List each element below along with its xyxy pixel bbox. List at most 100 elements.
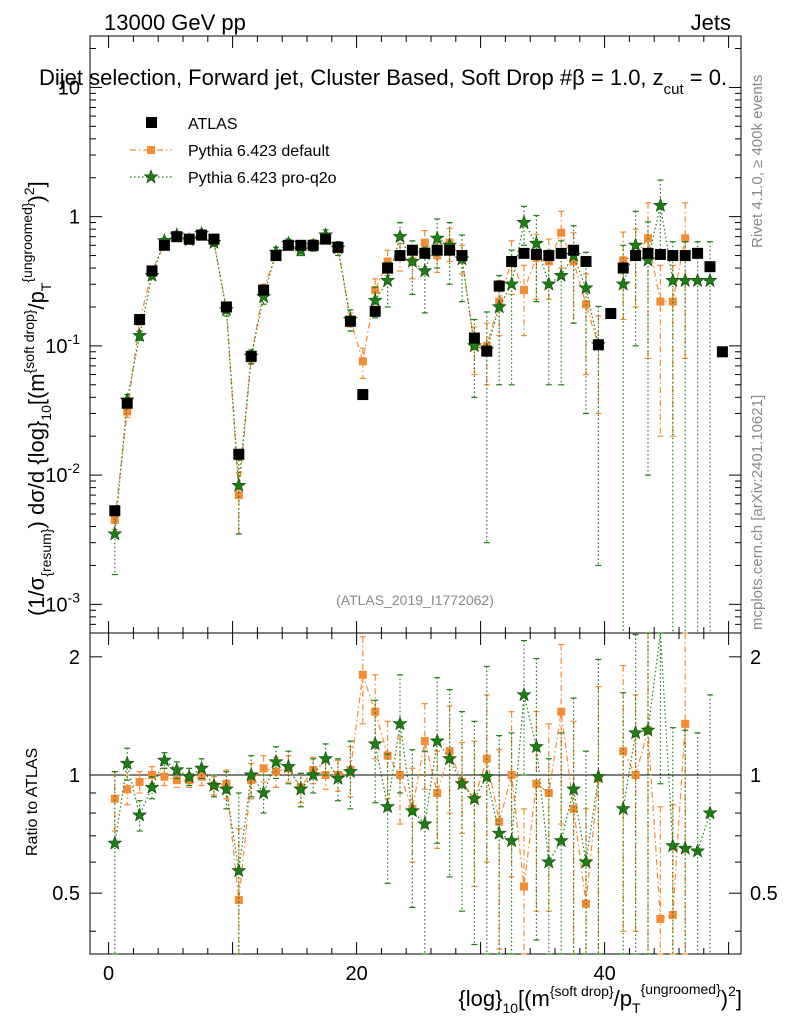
atlas-point [394, 250, 406, 262]
default-series-point [668, 297, 677, 306]
atlas-point [679, 250, 691, 262]
ratio-default-point [681, 719, 690, 728]
ratio-y-tick-label-right: 0.5 [750, 883, 778, 905]
ratio-default-point [110, 794, 119, 803]
ratio-proq2o-point [330, 770, 346, 785]
ratio-proq2o-point [615, 800, 631, 816]
ratio-proq2o-point [628, 725, 644, 740]
atlas-point [555, 247, 567, 259]
atlas-point [208, 233, 220, 245]
plot-title: Dijet selection, Forward jet, Cluster Ba… [39, 65, 727, 98]
atlas-point [146, 265, 158, 277]
atlas-point [568, 244, 580, 256]
atlas-point [307, 239, 319, 251]
proq2o-series-point [702, 272, 718, 287]
ratio-y-tick-label-right: 2 [750, 647, 761, 669]
ratio-proq2o-point [280, 758, 296, 774]
proq2o-series-point [628, 237, 644, 252]
atlas-point [270, 250, 282, 262]
default-series-point [420, 238, 429, 247]
ratio-proq2o-point [516, 687, 532, 702]
proq2o-series-point [504, 276, 520, 291]
proq2o-series-point [578, 280, 594, 295]
ratio-proq2o-point [553, 832, 569, 848]
ratio-proq2o-point [640, 722, 656, 737]
ratio-y-tick-label: 0.5 [52, 883, 80, 905]
proq2o-series-point [466, 338, 482, 353]
atlas-point [518, 247, 530, 259]
main-y-tick-label: 10-2 [45, 460, 80, 487]
atlas-point [332, 241, 344, 253]
ratio-proq2o-point [528, 738, 544, 754]
ratio-proq2o-point [132, 807, 148, 822]
ratio-default-point [557, 707, 566, 716]
atlas-point [109, 505, 121, 517]
proq2o-series-point [231, 477, 247, 492]
default-series-point [656, 297, 665, 306]
ratio-proq2o-point [206, 777, 222, 792]
default-series-point [619, 256, 628, 265]
proq2o-series-point [665, 272, 681, 287]
x-axis-label: {log}10[(m{soft drop}/pT{ungroomed})2] [458, 981, 742, 1016]
atlas-point [233, 448, 245, 460]
main-series [107, 179, 728, 633]
atlas-point [630, 250, 642, 262]
plot-title-sub: cut [664, 81, 685, 98]
proq2o-series-point [404, 253, 420, 268]
atlas-point [121, 397, 133, 409]
proq2o-series-point [380, 272, 396, 287]
ratio-series [107, 632, 718, 955]
ratio-default-point [656, 914, 665, 923]
proq2o-series-point [491, 299, 507, 314]
plot-title-tail: = 0. [684, 65, 727, 90]
ratio-proq2o-point [305, 767, 321, 782]
ratio-default-point [185, 776, 194, 785]
atlas-point [692, 247, 704, 259]
legend: ATLAS Pythia 6.423 default Pythia 6.423 … [130, 116, 337, 187]
ratio-y-tick-label: 2 [69, 647, 80, 669]
ratio-proq2o-point [243, 767, 259, 782]
atlas-point [617, 262, 629, 274]
atlas-point [196, 229, 208, 241]
category-label: Jets [691, 10, 731, 35]
ratio-proq2o-point [491, 825, 507, 840]
ratio-default-point [123, 785, 132, 794]
energy-label: 13000 GeV pp [104, 10, 246, 35]
x-tick-label: 40 [593, 963, 615, 985]
atlas-point [382, 262, 394, 274]
ratio-proq2o-point [417, 816, 433, 831]
proq2o-series-point [367, 292, 383, 307]
proq2o-series-point [132, 327, 148, 343]
atlas-point [220, 301, 232, 313]
ratio-default-point [668, 910, 677, 919]
atlas-point [406, 244, 418, 256]
atlas-point [654, 248, 666, 260]
atlas-point [642, 247, 654, 259]
atlas-point [344, 315, 356, 327]
ratio-proq2o-point [590, 768, 606, 784]
ratio-default-point [234, 896, 243, 905]
ratio-proq2o-point [404, 803, 420, 818]
ratio-proq2o-point [318, 750, 334, 766]
proq2o-series-point [652, 197, 668, 212]
atlas-point [481, 345, 493, 357]
ratio-proq2o-point [541, 854, 557, 869]
ratio-proq2o-point [429, 733, 445, 748]
ratio-y-tick-label: 1 [69, 765, 80, 787]
proq2o-series-point [528, 235, 544, 250]
ratio-proq2o-point [169, 762, 185, 777]
analysis-tag: (ATLAS_2019_I1772062) [336, 592, 494, 608]
ratio-proq2o-point [392, 715, 408, 731]
ratio-default-point [619, 747, 628, 756]
atlas-point [493, 280, 505, 292]
atlas-point [369, 305, 381, 317]
atlas-point [530, 248, 542, 260]
atlas-point [245, 350, 257, 362]
ratio-proq2o-point [293, 781, 309, 796]
ratio-default-point [433, 788, 442, 797]
default-series-point [123, 407, 132, 416]
atlas-point [134, 314, 146, 326]
ratio-default-point [160, 772, 169, 781]
ratio-default-point [507, 771, 516, 780]
